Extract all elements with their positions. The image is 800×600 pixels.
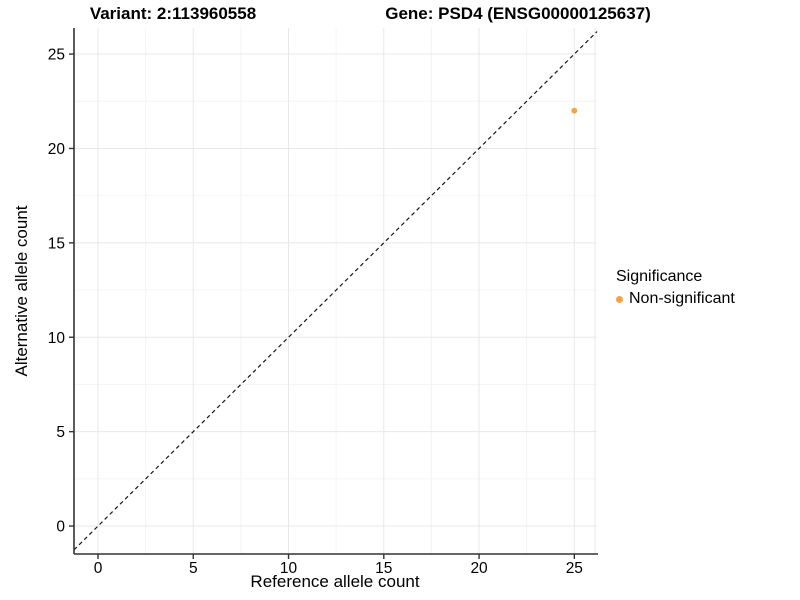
x-tick-label: 5: [189, 560, 198, 577]
legend-item-non-significant: Non-significant: [616, 290, 735, 308]
y-tick-label: 20: [48, 141, 66, 158]
y-axis-title: Alternative allele count: [12, 205, 31, 377]
y-tick-label: 0: [56, 519, 65, 536]
y-tick-label: 5: [56, 424, 65, 441]
x-tick-label: 25: [566, 560, 583, 577]
x-tick-label: 10: [280, 560, 298, 577]
plot-title-gene: Gene: PSD4 (ENSG00000125637): [385, 4, 651, 23]
x-tick-label: 20: [470, 560, 488, 577]
x-axis-title: Reference allele count: [250, 572, 420, 591]
legend-title: Significance: [616, 268, 703, 285]
legend-item-label: Non-significant: [629, 290, 735, 307]
x-tick-label: 0: [94, 560, 103, 577]
identity-dashed-line: [73, 31, 598, 551]
plot-title-variant: Variant: 2:113960558: [89, 4, 257, 23]
y-tick-label: 10: [48, 330, 66, 347]
y-tick-label: 15: [48, 235, 65, 252]
y-tick-label: 25: [48, 47, 65, 64]
x-tick-label: 15: [375, 560, 392, 577]
legend-circle-icon: [616, 295, 623, 303]
data-point: [571, 107, 578, 114]
legend: Significance Non-significant: [616, 268, 735, 308]
